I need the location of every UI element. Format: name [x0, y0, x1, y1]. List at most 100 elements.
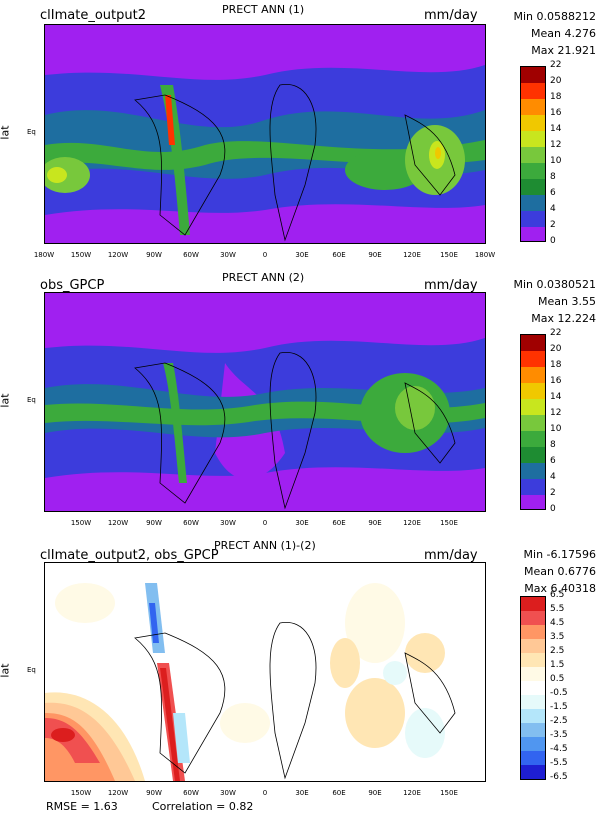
colorbar-swatch: [521, 639, 545, 653]
colorbar-label: 0: [550, 236, 556, 246]
colorbar-swatch: [521, 335, 545, 351]
plot-title: PRECT ANN (1): [222, 3, 305, 16]
map-observed: [44, 292, 486, 512]
colorbar-label: 14: [550, 392, 562, 402]
x-tick: 150W: [70, 789, 92, 797]
run-label: clImate_output2, obs_GPCP: [40, 548, 219, 563]
x-tick: 60E: [332, 519, 346, 527]
x-tick: 90W: [146, 519, 162, 527]
panel-difference: clImate_output2, obs_GPCP PRECT ANN (1)-…: [0, 536, 606, 814]
colorbar-label: -6.5: [550, 772, 568, 782]
x-tick: 120E: [403, 789, 421, 797]
x-tick: 60E: [332, 251, 346, 259]
y-axis-label: lat: [0, 663, 12, 678]
colorbar-swatch: [521, 83, 545, 99]
colorbar-swatch: [521, 115, 545, 131]
colorbar-swatch: [521, 351, 545, 367]
colorbar-label: 10: [550, 156, 562, 166]
colorbar-swatch: [521, 163, 545, 179]
colorbar-label: 6: [550, 188, 556, 198]
x-tick: 90E: [368, 519, 382, 527]
colorbar-label: 2: [550, 488, 556, 498]
y-axis-label: lat: [0, 125, 12, 140]
x-tick: 30W: [220, 251, 236, 259]
colorbar-swatch: [521, 495, 545, 509]
colorbar: 22 20 18 16 14 12 10 8 6 4 2 0: [520, 328, 580, 514]
x-tick: 60W: [183, 251, 199, 259]
x-tick: 30W: [220, 519, 236, 527]
colorbar-label: 3.5: [550, 632, 565, 642]
colorbar-label: 6.5: [550, 590, 565, 600]
colorbar-swatch: [521, 737, 545, 751]
y-axis-label: lat: [0, 393, 12, 408]
colorbar-swatch: [521, 611, 545, 625]
x-tick: 150E: [440, 251, 458, 259]
colorbar-label: 14: [550, 124, 562, 134]
stat-min: Min -6.17596: [523, 548, 596, 561]
colorbar-swatch: [521, 653, 545, 667]
colorbar-swatch: [521, 399, 545, 415]
x-tick: 90W: [146, 789, 162, 797]
colorbar-label: 0.5: [550, 674, 565, 684]
x-tick: 120W: [107, 519, 129, 527]
eq-tick: Eq: [27, 666, 36, 674]
units-label: mm/day: [424, 8, 478, 23]
colorbar-label: 1.5: [550, 660, 565, 670]
run-label: clImate_output2: [40, 8, 146, 23]
x-tick: 60W: [183, 789, 199, 797]
colorbar-label: 10: [550, 424, 562, 434]
colorbar-swatch: [521, 431, 545, 447]
rmse-text: RMSE = 1.63: [46, 800, 118, 813]
eq-tick: Eq: [27, 396, 36, 404]
stat-max: Max 6.40318: [524, 582, 596, 595]
colorbar-swatch: [521, 479, 545, 495]
x-tick: 0: [262, 789, 268, 797]
colorbar-label: 18: [550, 92, 562, 102]
x-tick: 60W: [183, 519, 199, 527]
x-tick: 120E: [403, 519, 421, 527]
x-tick: 120E: [403, 251, 421, 259]
x-tick: 0: [262, 519, 268, 527]
colorbar-swatch: [521, 179, 545, 195]
plot-title: PRECT ANN (1)-(2): [214, 539, 316, 552]
colorbar-box: [520, 596, 546, 780]
stat-min: Min 0.0380521: [513, 278, 597, 291]
stats-block: Min 0.0588212 Mean 4.276 Max 21.921: [514, 8, 597, 59]
stats-block: Min -6.17596 Mean 0.6776 Max 6.40318: [524, 546, 596, 597]
stat-max: Max 12.224: [531, 312, 596, 325]
colorbar-label: 20: [550, 344, 562, 354]
colorbar-label: 12: [550, 408, 562, 418]
colorbar-label: 0: [550, 504, 556, 514]
units-label: mm/day: [424, 548, 478, 563]
colorbar-swatch: [521, 667, 545, 681]
colorbar: 6.5 5.5 4.5 3.5 2.5 1.5 0.5 -0.5 -1.5 -2…: [520, 590, 580, 796]
colorbar-label: 5.5: [550, 604, 565, 614]
colorbar-label: -1.5: [550, 702, 568, 712]
plot-title: PRECT ANN (2): [222, 271, 305, 284]
x-tick: 150E: [440, 519, 458, 527]
map-difference: [44, 562, 486, 782]
colorbar-label: 18: [550, 360, 562, 370]
colorbar-swatch: [521, 681, 545, 695]
stat-min: Min 0.0588212: [513, 10, 597, 23]
colorbar-label: -4.5: [550, 744, 568, 754]
colorbar-label: 16: [550, 376, 562, 386]
stat-mean: Mean 4.276: [531, 27, 596, 40]
x-tick: 90W: [146, 251, 162, 259]
stat-mean: Mean 0.6776: [524, 565, 596, 578]
colorbar-label: 22: [550, 328, 562, 338]
x-tick: 180W: [474, 251, 496, 259]
map-model: [44, 24, 486, 244]
x-tick: 60E: [332, 789, 346, 797]
colorbar-label: -3.5: [550, 730, 568, 740]
colorbar-label: 8: [550, 440, 556, 450]
x-tick: 150W: [70, 251, 92, 259]
x-tick: 0: [262, 251, 268, 259]
x-tick: 120W: [107, 789, 129, 797]
colorbar-label: 4: [550, 204, 556, 214]
stat-max: Max 21.921: [531, 44, 596, 57]
run-label: obs_GPCP: [40, 278, 105, 293]
colorbar-swatch: [521, 211, 545, 227]
colorbar-swatch: [521, 147, 545, 163]
colorbar-swatch: [521, 415, 545, 431]
